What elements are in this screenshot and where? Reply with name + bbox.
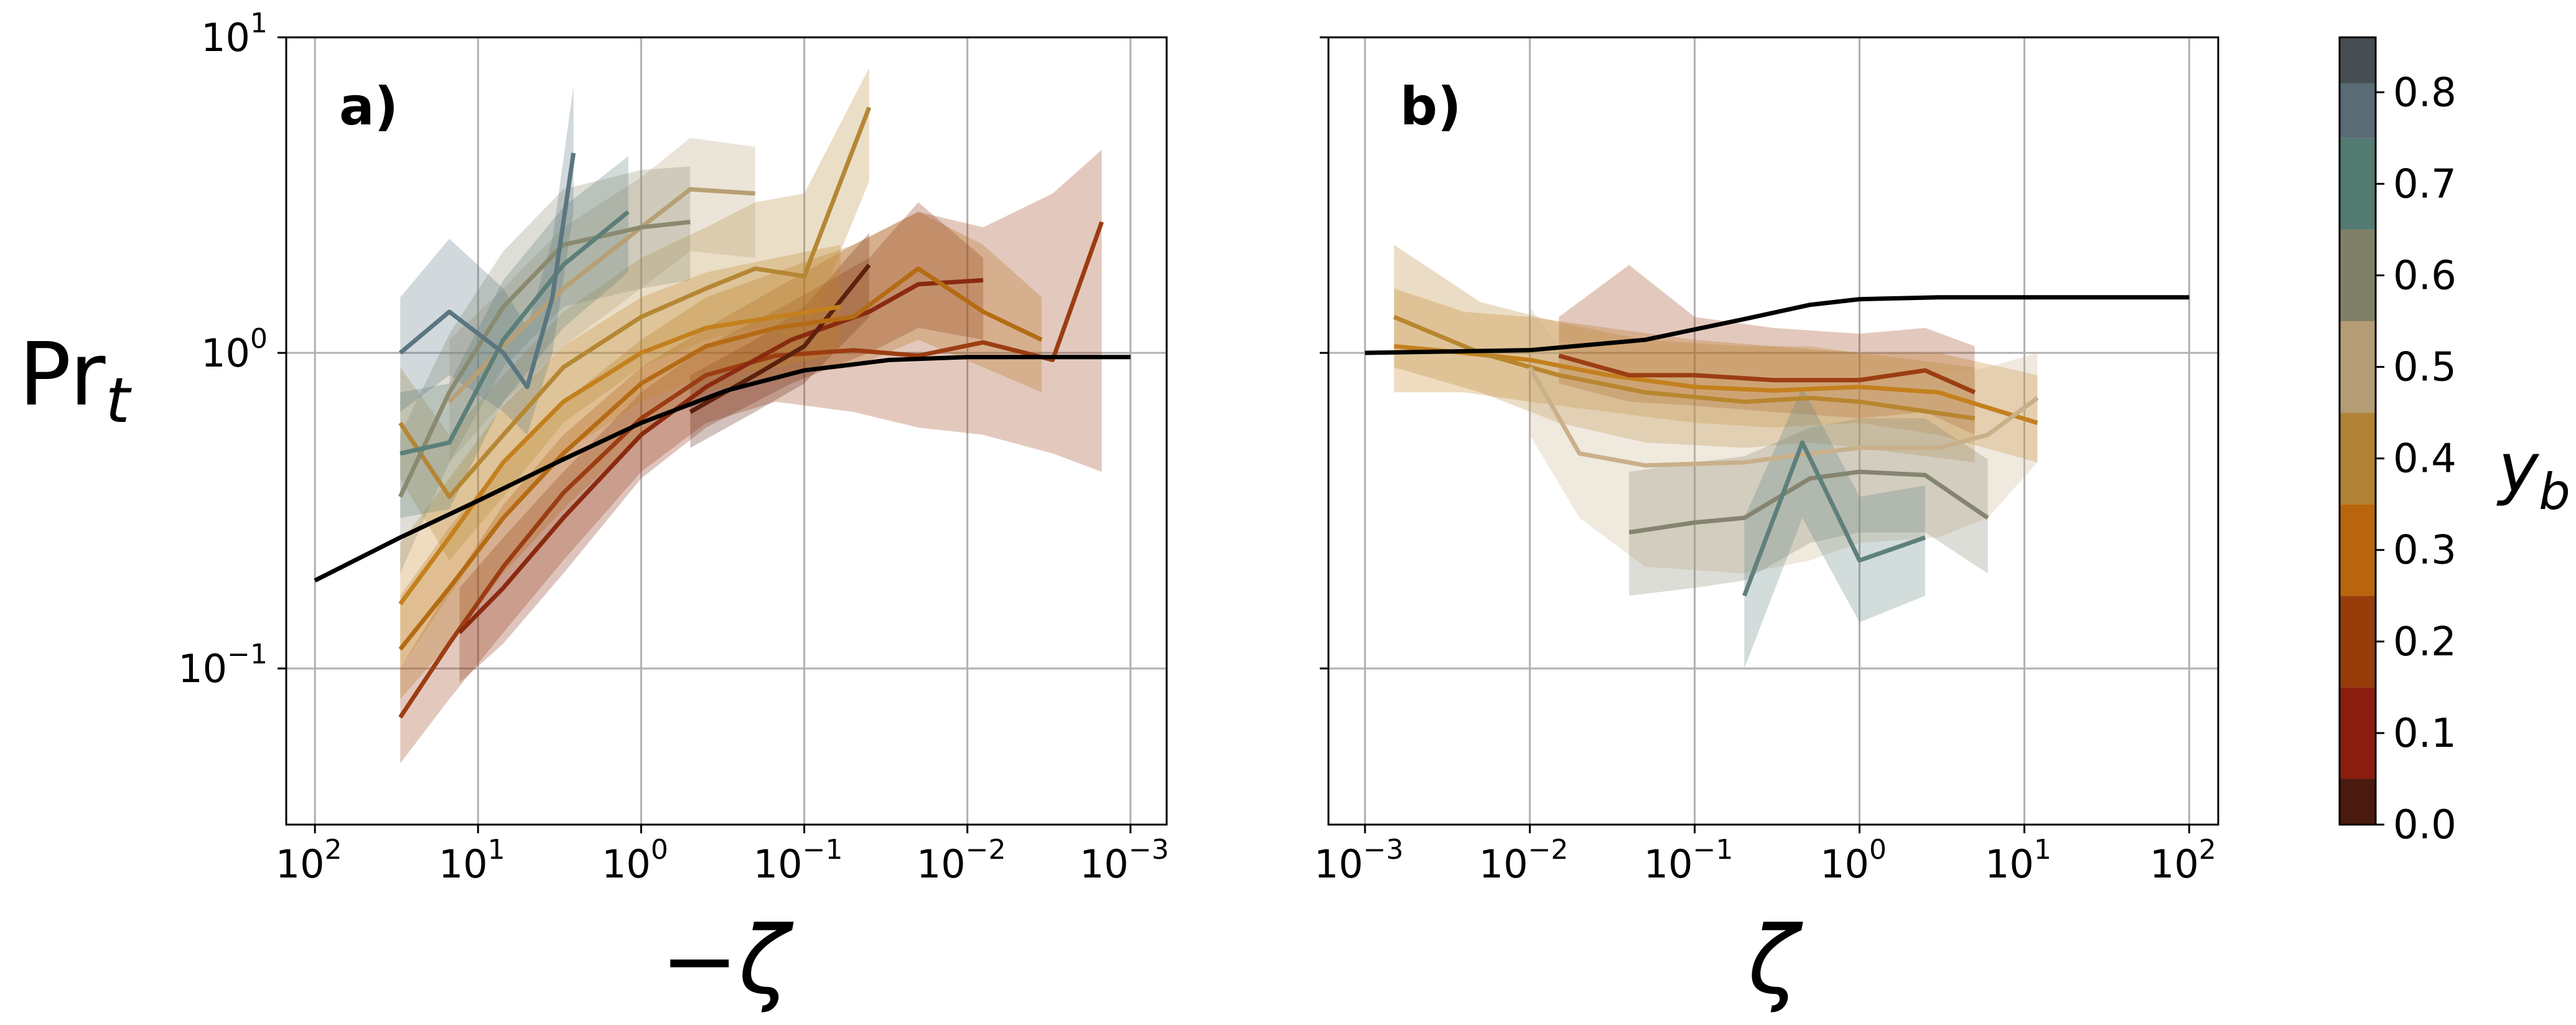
y-tick-label-1: 100 bbox=[201, 323, 268, 376]
colorbar-tick-label-5: 0.5 bbox=[2393, 345, 2457, 391]
colorbar-tick-label-3: 0.3 bbox=[2393, 528, 2457, 574]
reference-curve-a bbox=[314, 355, 1131, 583]
x-tick-label-a-0: 102 bbox=[276, 834, 342, 887]
y-tick-label-0: 101 bbox=[201, 7, 268, 60]
colorbar-band-5 bbox=[2340, 321, 2376, 413]
panel-label-a: a) bbox=[339, 76, 398, 137]
series-line-a-7 bbox=[398, 220, 691, 498]
colorbar-band-7 bbox=[2340, 138, 2376, 230]
band-a-5 bbox=[400, 68, 869, 561]
colorbar-tick-label-7: 0.7 bbox=[2393, 161, 2457, 207]
x-axis-label-b: ζ bbox=[1747, 907, 1803, 1015]
series-a bbox=[398, 106, 1104, 719]
colorbar-label: yb bbox=[2496, 428, 2570, 521]
x-tick-label-a-3: 10−1 bbox=[754, 834, 843, 887]
x-axis-label-a: −ζ bbox=[660, 907, 794, 1015]
panel-label-b: b) bbox=[1400, 76, 1462, 137]
series-line-b-1 bbox=[1558, 353, 1976, 395]
panel-a: 102 101 100 10−1 10−2 10−3 101 100 10−1 bbox=[178, 7, 1169, 887]
colorbar-band-6 bbox=[2340, 229, 2376, 321]
band-a-3 bbox=[400, 212, 1042, 700]
x-tick-label-b-0: 10−3 bbox=[1314, 834, 1404, 887]
x-tick-label-a-2: 100 bbox=[602, 834, 668, 887]
colorbar-band-1 bbox=[2340, 687, 2376, 779]
colorbar-band-2 bbox=[2340, 596, 2376, 688]
x-tick-label-b-4: 101 bbox=[1985, 834, 2051, 887]
plot-frame-a bbox=[285, 36, 1168, 826]
x-tick-label-a-5: 10−3 bbox=[1080, 834, 1169, 887]
band-a-0 bbox=[400, 149, 1102, 764]
band-b-3 bbox=[1529, 306, 2038, 574]
colorbar-band-3 bbox=[2340, 504, 2376, 596]
series-line-a-3 bbox=[398, 266, 1043, 651]
series-line-a-4 bbox=[398, 304, 841, 606]
series-b bbox=[1393, 315, 2039, 597]
colorbar-frame bbox=[2338, 36, 2377, 826]
y-axis-label-subscript: t bbox=[106, 364, 133, 437]
band-a-7 bbox=[400, 166, 691, 574]
band-a-2 bbox=[690, 233, 869, 448]
colorbar-band-0 bbox=[2340, 779, 2376, 825]
series-line-a-5 bbox=[398, 106, 872, 499]
x-tick-label-b-3: 100 bbox=[1820, 834, 1887, 887]
plot-frame-b bbox=[1327, 36, 2219, 826]
x-tick-label-a-1: 101 bbox=[439, 834, 505, 887]
colorbar-tick-label-4: 0.4 bbox=[2393, 436, 2457, 482]
colorbar-label-subscript: b bbox=[2539, 463, 2570, 521]
x-tick-label-b-2: 10−1 bbox=[1644, 834, 1734, 887]
panel-b: 10−3 10−2 10−1 100 101 102 bbox=[1314, 36, 2219, 887]
colorbar: 0.0 0.1 0.2 0.3 0.4 0.5 0.6 0.7 0.8 bbox=[2338, 36, 2457, 848]
series-line-a-8 bbox=[399, 210, 630, 456]
band-a-1 bbox=[459, 202, 984, 683]
colorbar-band-9 bbox=[2340, 37, 2376, 83]
grid-b bbox=[1328, 36, 2218, 825]
bands-a bbox=[400, 68, 1102, 764]
colorbar-tick-label-8: 0.8 bbox=[2393, 70, 2457, 116]
band-a-6 bbox=[449, 138, 755, 462]
y-axis-label: Prt bbox=[19, 324, 133, 437]
x-tick-label-a-4: 10−2 bbox=[917, 834, 1006, 887]
series-line-b-2 bbox=[1393, 315, 1976, 421]
band-a-9 bbox=[400, 86, 574, 435]
colorbar-tick-label-2: 0.2 bbox=[2393, 619, 2457, 665]
colorbar-tick-label-0: 0.0 bbox=[2393, 802, 2457, 848]
band-b-2 bbox=[1394, 245, 1975, 462]
colorbar-band-4 bbox=[2340, 413, 2376, 505]
series-line-b-5 bbox=[1742, 440, 1926, 597]
series-line-b-4 bbox=[1628, 469, 1989, 535]
bands-b bbox=[1394, 245, 2038, 669]
colorbar-tick-label-6: 0.6 bbox=[2393, 253, 2457, 299]
colorbar-tick-label-1: 0.1 bbox=[2393, 711, 2457, 757]
x-tick-label-b-5: 102 bbox=[2150, 834, 2216, 887]
series-line-a-1 bbox=[457, 278, 984, 634]
reference-curve-b bbox=[1365, 295, 2190, 355]
y-tick-label-2: 10−1 bbox=[178, 639, 268, 691]
series-line-a-9 bbox=[398, 152, 576, 390]
x-tick-label-b-1: 10−2 bbox=[1479, 834, 1569, 887]
band-a-4 bbox=[400, 245, 841, 669]
